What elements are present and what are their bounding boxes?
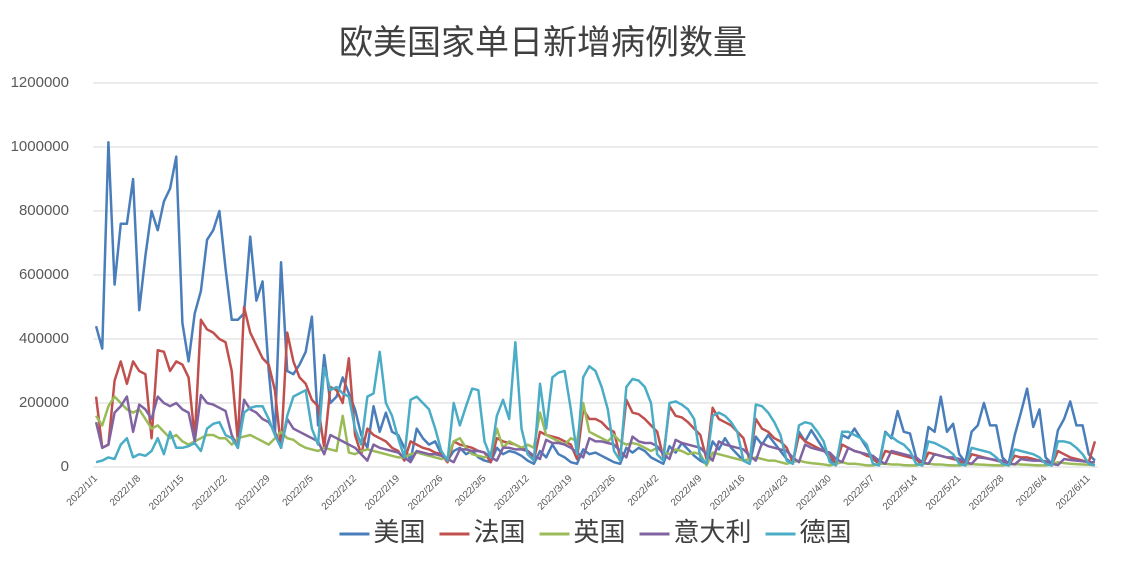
y-tick-label: 200000	[19, 394, 69, 411]
line-series	[94, 140, 1096, 466]
legend-label: 英国	[573, 518, 625, 548]
legend: 美国 法国 英国 意大利 德国	[339, 518, 852, 548]
y-tick-label: 800000	[19, 202, 69, 219]
legend-label: 意大利	[674, 518, 752, 548]
line-series	[94, 305, 1097, 467]
legend-label: 法国	[473, 518, 525, 548]
line-series	[95, 340, 1096, 467]
y-tick-label: 1200000	[11, 74, 69, 91]
legend-label: 美国	[373, 518, 425, 548]
y-tick-label: 0	[61, 458, 69, 475]
line-series	[94, 393, 1095, 467]
y-tick-label: 600000	[19, 266, 69, 283]
y-tick-label: 400000	[19, 330, 69, 347]
legend-label: 德国	[800, 518, 852, 548]
chart-title: 欧美国家单日新增病例数量	[339, 23, 747, 63]
y-tick-label: 1000000	[11, 138, 69, 155]
